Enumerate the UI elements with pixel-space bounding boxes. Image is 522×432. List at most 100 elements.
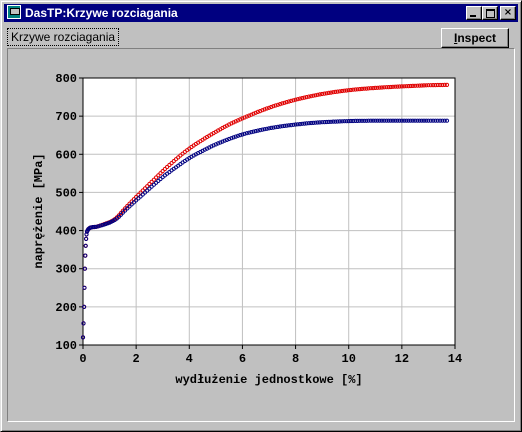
data-point <box>255 109 260 115</box>
data-point <box>402 118 407 123</box>
data-point <box>84 236 89 241</box>
data-point <box>388 84 393 90</box>
minimize-button[interactable] <box>466 6 482 20</box>
data-point <box>295 122 300 127</box>
data-point <box>326 90 331 96</box>
inspect-accelerator: I <box>453 31 458 45</box>
series-1 <box>80 82 450 340</box>
data-point <box>278 124 283 129</box>
data-point <box>442 118 447 123</box>
data-point <box>142 186 148 191</box>
y-tick-label: 300 <box>55 263 77 277</box>
data-point <box>224 137 229 142</box>
data-point <box>419 118 424 123</box>
data-point <box>302 121 307 126</box>
data-point <box>364 118 369 123</box>
data-point <box>406 118 411 123</box>
data-point <box>399 118 404 123</box>
data-point <box>271 125 276 130</box>
data-point <box>320 91 325 97</box>
data-point <box>444 82 450 88</box>
data-point <box>438 118 443 123</box>
data-point <box>282 100 287 105</box>
data-point <box>331 119 336 124</box>
maximize-button[interactable] <box>482 6 498 20</box>
data-point <box>240 116 245 121</box>
data-point <box>82 304 87 309</box>
data-point <box>384 118 389 123</box>
data-point <box>428 83 433 88</box>
x-axis-label: wydłużenie jednostkowe [%] <box>175 373 362 387</box>
data-point <box>326 119 331 125</box>
data-point <box>324 91 329 96</box>
data-point <box>362 118 367 123</box>
data-point <box>216 141 221 146</box>
data-point <box>444 118 450 123</box>
app-icon[interactable] <box>7 5 21 19</box>
series-2 <box>80 118 450 340</box>
data-point <box>342 119 347 124</box>
x-tick-label: 14 <box>448 352 462 366</box>
data-point <box>328 90 334 95</box>
y-tick-label: 400 <box>55 225 77 239</box>
data-point <box>315 120 320 125</box>
y-tick-label: 800 <box>55 72 77 86</box>
data-point <box>435 82 440 88</box>
data-point <box>295 97 300 102</box>
data-point <box>408 83 413 89</box>
data-point <box>240 132 245 137</box>
data-point <box>293 122 298 127</box>
data-point <box>249 130 254 135</box>
data-point <box>125 203 130 209</box>
data-point <box>386 85 391 90</box>
data-point <box>366 86 371 91</box>
data-point <box>415 83 420 88</box>
data-point <box>384 85 389 90</box>
data-point <box>438 82 443 88</box>
plot-area <box>83 78 455 345</box>
data-point <box>333 119 338 124</box>
data-point <box>118 210 124 216</box>
data-point <box>426 83 431 88</box>
data-point <box>424 83 429 88</box>
data-point <box>346 119 351 124</box>
data-point <box>331 90 336 95</box>
data-point <box>390 118 396 123</box>
data-point <box>375 85 380 90</box>
data-point <box>408 118 413 123</box>
data-point <box>324 119 329 125</box>
data-point <box>335 119 340 124</box>
data-point <box>284 100 289 105</box>
data-point <box>273 125 278 130</box>
data-point <box>123 208 128 213</box>
data-point <box>371 86 376 91</box>
chart-tab-label[interactable]: Krzywe rozciagania <box>7 28 120 46</box>
data-point <box>291 122 296 127</box>
data-point <box>320 120 325 125</box>
data-point <box>375 118 380 123</box>
data-point <box>149 179 154 184</box>
data-point <box>402 84 407 89</box>
data-point <box>348 87 353 93</box>
data-point <box>348 118 353 124</box>
data-point <box>417 83 422 88</box>
data-point <box>431 83 436 88</box>
data-point <box>442 82 447 88</box>
close-button[interactable]: × <box>500 6 516 20</box>
data-point <box>120 210 126 215</box>
data-point <box>406 84 411 89</box>
data-point <box>397 84 402 89</box>
data-point <box>80 335 86 340</box>
data-point <box>269 125 274 131</box>
data-point <box>235 133 241 138</box>
data-point <box>145 184 150 189</box>
data-point <box>286 123 291 128</box>
data-point <box>337 119 342 124</box>
data-point <box>273 103 278 108</box>
title-bar[interactable]: DasTP:Krzywe rozciagania × <box>4 4 518 22</box>
data-point <box>393 84 398 89</box>
data-point <box>278 102 283 107</box>
data-point <box>289 123 294 128</box>
inspect-button[interactable]: Inspect <box>441 28 509 48</box>
data-point <box>264 106 269 111</box>
